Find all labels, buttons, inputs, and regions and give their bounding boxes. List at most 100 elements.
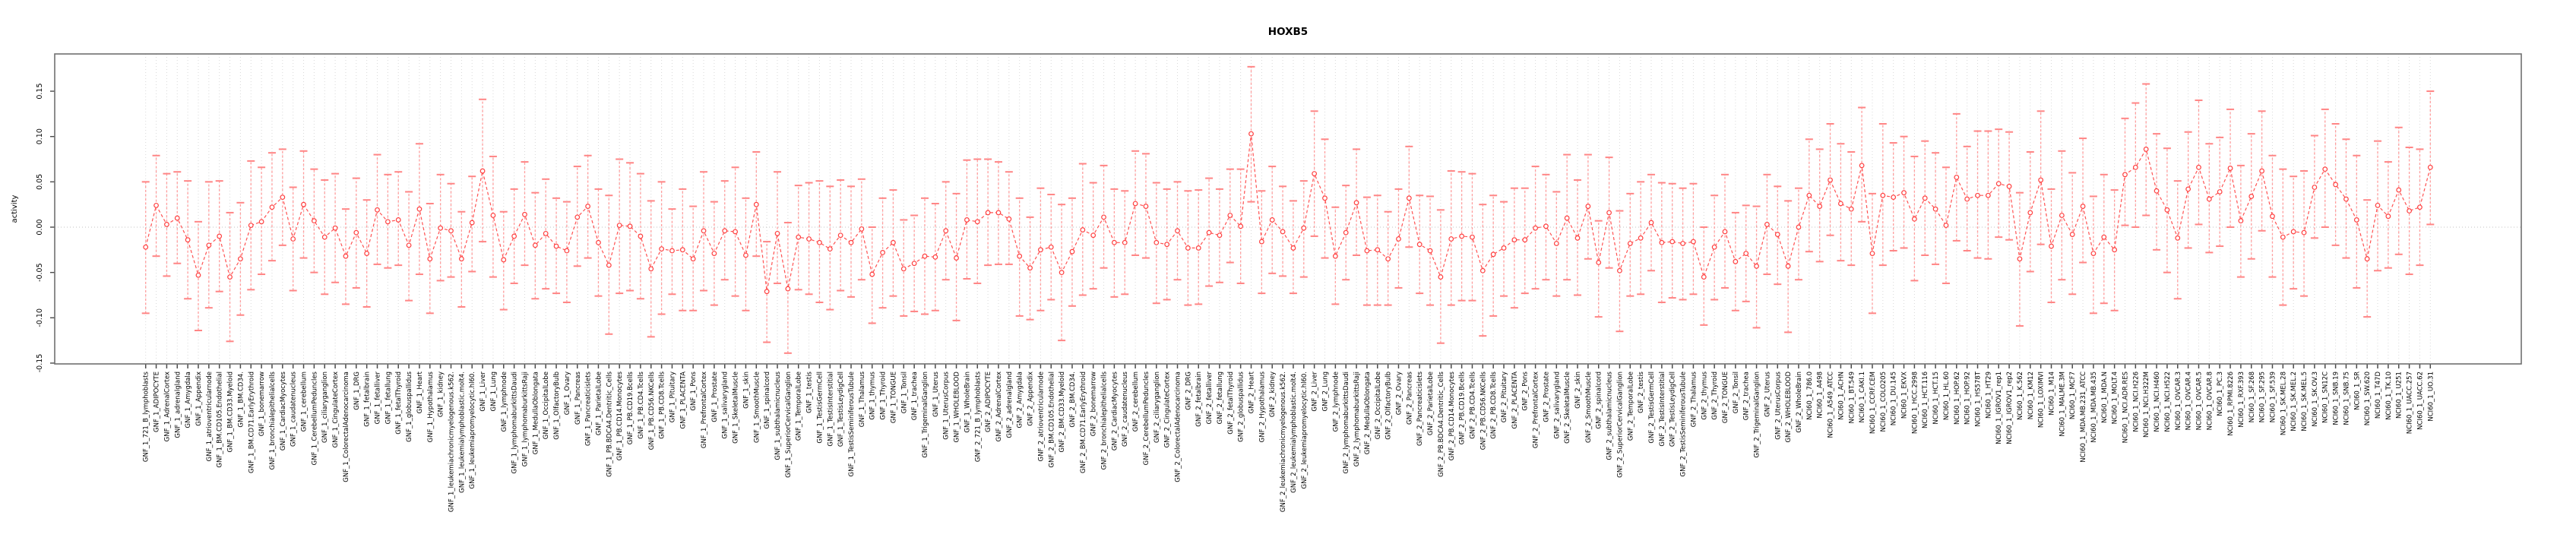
x-tick-label: GNF_1_PB.CD4.Tcells: [638, 371, 645, 438]
x-tick-label: GNF_1_thymus: [869, 371, 877, 419]
data-point: [269, 204, 275, 210]
x-tick-label: NCI60_1_SR: [2353, 372, 2361, 410]
x-tick-label: GNF_2_PLACENTA: [1511, 372, 1519, 429]
x-tick-label: NCI60_1_HL.60: [1943, 372, 1951, 420]
x-tick-label: GNF_1_AdrenalCortex: [163, 372, 171, 441]
data-point: [627, 223, 633, 229]
x-tick-label: GNF_2_thymus: [1701, 371, 1708, 419]
data-point: [2270, 213, 2275, 220]
x-tick-label: GNF_1_ciliaryganglion: [321, 372, 329, 443]
x-tick-label: GNF_1_Ovary: [564, 372, 571, 415]
data-point: [469, 220, 475, 226]
x-tick-label: GNF_1_Thalamus: [859, 371, 866, 427]
data-point: [616, 223, 622, 229]
x-tick-label: NCI60_1_HCC.2998: [1911, 372, 1919, 434]
data-point: [2164, 207, 2170, 213]
x-tick-label: GNF_2_721_B_lymphoblasts: [974, 371, 982, 462]
x-tick-label: GNF_1_ADIPOCYTE: [153, 372, 161, 432]
x-tick-label: GNF_1_Lung: [490, 372, 498, 412]
data-point: [1027, 265, 1033, 271]
data-point: [995, 210, 1002, 216]
data-point: [911, 261, 917, 267]
data-point: [522, 211, 527, 217]
data-point: [638, 233, 644, 239]
data-point: [1911, 216, 1917, 222]
data-point: [1553, 241, 1559, 246]
x-tick-label: NCI60_1_DU.145: [1891, 372, 1898, 425]
x-tick-label: GNF_1_TemporalLobe: [796, 372, 803, 441]
x-tick-label: GNF_2_ParietalLobe: [1427, 372, 1435, 435]
data-point: [1975, 192, 1980, 198]
x-tick-label: GNF_1_TestisInterstitial: [827, 372, 834, 447]
data-point: [954, 255, 959, 261]
x-tick-label: GNF_2_Uterus: [1764, 371, 1771, 416]
data-point: [438, 225, 444, 231]
x-tick-label: GNF_1_PrefrontalCortex: [701, 372, 708, 448]
data-point: [217, 233, 223, 239]
x-tick-label: GNF_1_salivarygland: [722, 372, 729, 439]
x-tick-label: GNF_1_lymphomaburkittsRaji: [521, 372, 529, 466]
x-tick-label: GNF_2_PB.CD19.Bcells: [1459, 371, 1467, 444]
data-point: [2238, 218, 2244, 224]
plot-area: -0.15 -0.10 -0.05 0.00 0.05 0.10 0.15 GNF_1_721…: [36, 53, 2522, 512]
data-point: [880, 250, 885, 255]
x-tick-label: GNF_2_trachea: [1743, 372, 1751, 420]
data-point: [2407, 208, 2412, 213]
data-point: [1954, 174, 1960, 180]
x-tick-label: GNF_1_Heart: [416, 371, 424, 413]
x-tick-label: GNF_1_bronchialepithelialcells: [269, 371, 277, 470]
data-point: [1217, 232, 1223, 239]
x-tick-label: GNF_2_subthalamicnucleus: [1606, 371, 1614, 460]
data-point: [837, 232, 843, 239]
data-point: [343, 253, 349, 259]
data-point: [2038, 177, 2044, 183]
data-point: [1754, 263, 1759, 269]
data-point: [1522, 237, 1528, 243]
x-tick-label: GNF_2_MedullaOblongata: [1364, 372, 1372, 454]
data-point: [2132, 164, 2138, 170]
x-tick-label: NCI60_1_UACC.257: [2407, 372, 2414, 434]
x-tick-label: GNF_1_skin: [742, 372, 750, 409]
x-tick-label: NCI60_1_K.562: [2017, 372, 2024, 420]
x-tick-label: GNF_1_ParietalLobe: [595, 372, 603, 435]
data-point: [1479, 267, 1486, 274]
x-tick-label: GNF_2_OccipitalLobe: [1375, 372, 1382, 439]
x-tick-label: GNF_1_PB.CD56.NKCells: [648, 371, 656, 450]
x-tick-label: NCI60_1_CAKI.1: [1859, 372, 1866, 422]
x-tick-label: GNF_1_BM.CD34.: [237, 372, 245, 428]
data-point: [543, 230, 549, 236]
data-point: [1995, 181, 2002, 187]
x-tick-label: GNF_1_CingulateCortex: [332, 372, 340, 447]
x-tick-label: GNF_1_DRG: [353, 372, 361, 410]
x-tick-label: NCI60_1_SF.539: [2269, 372, 2277, 422]
data-point: [1416, 242, 1422, 248]
y-tick-label: -0.10: [36, 308, 44, 327]
data-point: [985, 210, 991, 216]
x-tick-label: GNF_2_Pancreas: [1406, 371, 1413, 425]
data-point: [1891, 194, 1897, 201]
data-point: [900, 266, 907, 272]
data-point: [1796, 224, 1802, 230]
data-point: [1375, 247, 1381, 253]
data-point: [1185, 245, 1191, 251]
x-tick-label: GNF_2_AdrenalCortex: [995, 372, 1003, 441]
data-point: [490, 213, 496, 218]
data-point: [1859, 163, 1865, 169]
x-tick-label: GNF_2_TestisInterstitial: [1659, 372, 1666, 447]
x-tick-label: GNF_1_cerebellum: [301, 372, 309, 432]
x-tick-label: GNF_1_Pancreas: [574, 371, 582, 425]
data-point: [1090, 232, 1097, 239]
x-tick-label: NCI60_1_OVCAR.3: [2175, 372, 2182, 430]
x-tick-label: GNF_1_TONGUE: [890, 372, 897, 423]
data-point: [2049, 243, 2054, 249]
data-point: [1175, 228, 1180, 234]
data-point: [796, 234, 802, 240]
data-point: [596, 239, 601, 245]
x-tick-label: GNF_2_leukemiapromyelocytic.hl60.: [1301, 372, 1309, 489]
x-tick-label: NCI60_1_HS578T: [1975, 371, 1983, 427]
x-tick-label: GNF_1_MedullaOblongata: [532, 372, 540, 454]
x-tick-label: GNF_2_OlfactoryBulb: [1385, 372, 1393, 440]
data-point: [258, 219, 264, 225]
x-tick-label: GNF_2_Prostate: [1543, 372, 1550, 422]
data-point: [1459, 233, 1465, 239]
